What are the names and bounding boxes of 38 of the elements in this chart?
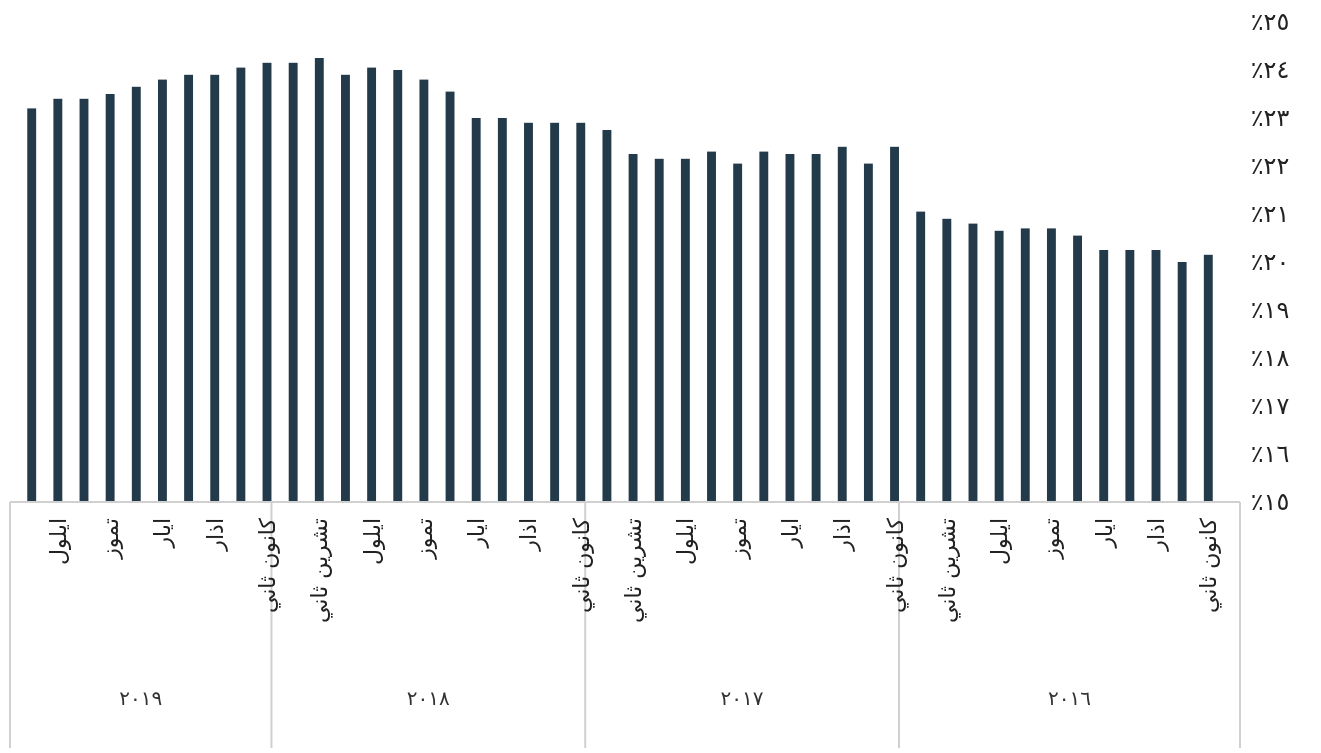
y-tick-label: ٪٢٥ xyxy=(1250,8,1290,36)
x-tick-label: ايلول xyxy=(673,518,699,565)
x-tick-label: ايار xyxy=(150,518,176,549)
y-tick-label: ٪٢٢ xyxy=(1250,152,1290,180)
x-tick-label: اذار xyxy=(516,518,542,552)
x-tick-label: اذار xyxy=(830,518,856,552)
x-tick-label: ايار xyxy=(1091,518,1117,549)
x-tick-label: ايار xyxy=(777,518,803,549)
x-tick-label: اذار xyxy=(1144,518,1170,552)
x-tick-label: تشرين ثاني xyxy=(934,518,961,624)
x-tick-label: كانون ثاني xyxy=(255,517,282,614)
y-tick-label: ٪١٧ xyxy=(1250,392,1290,420)
text: ٢٠١٩ xyxy=(119,686,163,710)
x-tick-label: ايلول xyxy=(359,518,385,565)
x-tick-label: ايلول xyxy=(45,518,71,565)
x-tick-label: ايار xyxy=(464,518,490,549)
x-tick-label: تموز xyxy=(1039,518,1065,560)
y-tick-label: ٪١٥ xyxy=(1250,488,1290,516)
y-tick-label: ٪٢١ xyxy=(1250,200,1290,228)
text: ٢٠١٦ xyxy=(1048,686,1091,710)
y-tick-label: ٪١٨ xyxy=(1250,344,1290,372)
x-tick-label: تموز xyxy=(725,518,751,560)
x-tick-label: ايلول xyxy=(987,518,1013,565)
x-tick-label: كانون ثاني xyxy=(568,517,595,614)
y-tick-label: ٪٢٣ xyxy=(1250,104,1290,132)
x-tick-label: اذار xyxy=(202,518,228,552)
y-tick-label: ٪٢٠ xyxy=(1250,248,1290,276)
y-tick-label: ٪١٩ xyxy=(1250,296,1290,324)
y-tick-label: ٪٢٤ xyxy=(1250,56,1290,84)
x-tick-label: تموز xyxy=(411,518,437,560)
x-tick-label: تشرين ثاني xyxy=(307,518,334,624)
x-tick-label: كانون ثاني xyxy=(1196,517,1223,614)
x-tick-label: تشرين ثاني xyxy=(621,518,648,624)
text: ٢٠١٨ xyxy=(406,686,451,710)
y-tick-label: ٪١٦ xyxy=(1250,440,1290,468)
text: ٢٠١٧ xyxy=(720,686,764,710)
x-tick-label: كانون ثاني xyxy=(882,517,909,614)
x-tick-label: تموز xyxy=(98,518,124,560)
